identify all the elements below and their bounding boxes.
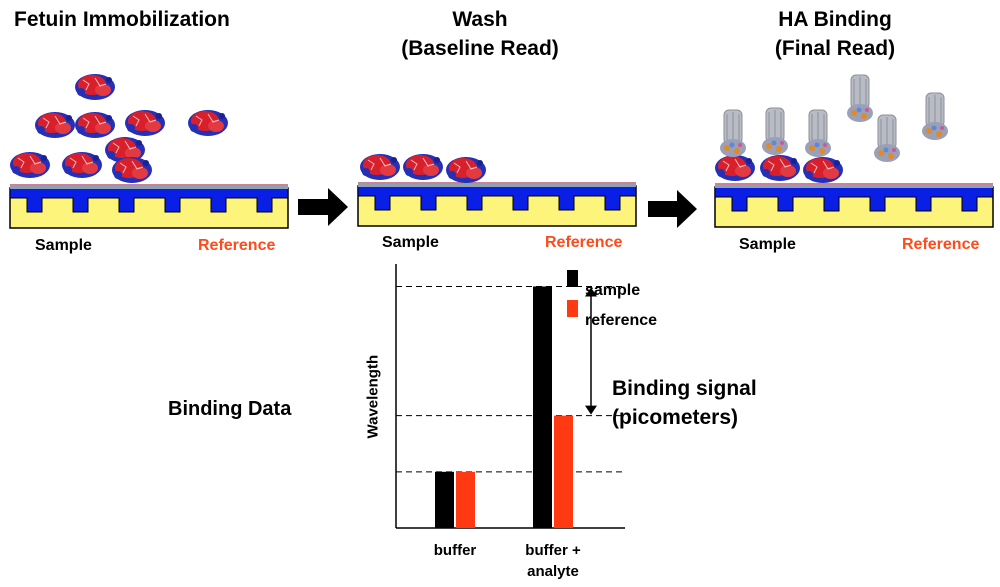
chart-y-axis-label: Wavelength <box>364 354 382 439</box>
legend-label-sample: sample <box>585 282 640 299</box>
panel-3-title-line1: HA Binding <box>778 8 892 31</box>
bar-sample-1 <box>435 471 454 528</box>
panel-2-title-line2: (Baseline Read) <box>401 37 559 60</box>
panel-1-sample-label: Sample <box>35 237 92 254</box>
panel-3-title-line2: (Final Read) <box>774 37 896 60</box>
legend-swatch-sample <box>567 270 578 287</box>
panel-3-sample-label: Sample <box>739 236 796 253</box>
bar-sample-2 <box>533 286 552 528</box>
panel-2-title: Wash (Baseline Read) <box>360 5 600 63</box>
panel-1-title: Fetuin Immobilization <box>14 8 230 31</box>
binding-signal-line1: Binding signal <box>612 377 757 400</box>
process-arrow-2 <box>648 190 697 228</box>
panel-2-sample-label: Sample <box>382 234 439 251</box>
panel-2-title-line1: Wash <box>452 8 508 31</box>
panel-1-reference-label: Reference <box>198 237 276 254</box>
x-tick-label-2-line2: analyte <box>527 563 579 580</box>
binding-data-label: Binding Data <box>168 398 292 420</box>
binding-signal-label: Binding signal (picometers) <box>612 374 757 432</box>
legend-label-reference: reference <box>585 312 657 329</box>
x-tick-label-1: buffer <box>434 542 477 559</box>
process-arrow-1 <box>298 188 348 226</box>
legend-swatch-reference <box>567 300 578 317</box>
panel-2-reference-label: Reference <box>545 234 623 251</box>
panel-3-reference-label: Reference <box>902 236 980 253</box>
binding-signal-arrow-head-bottom <box>585 405 597 415</box>
bar-reference-1 <box>456 471 475 528</box>
binding-signal-line2: (picometers) <box>612 406 739 429</box>
panel-3-title: HA Binding (Final Read) <box>715 5 955 63</box>
x-tick-label-2: buffer + <box>525 542 581 559</box>
bar-reference-2 <box>554 415 573 528</box>
binding-signal-arrow-head-top <box>585 287 597 297</box>
